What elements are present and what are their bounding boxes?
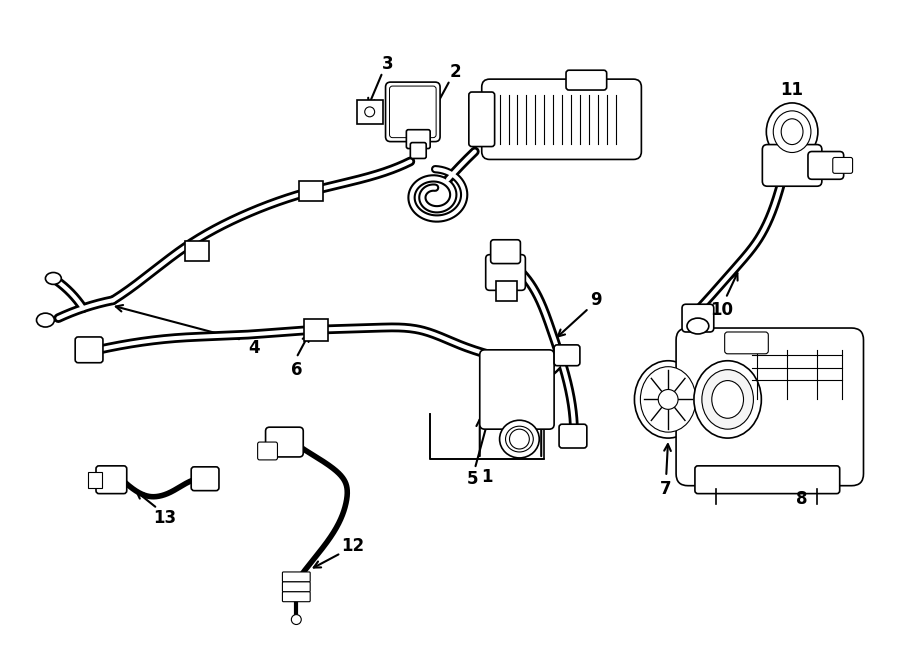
FancyBboxPatch shape [676, 328, 863, 486]
Ellipse shape [500, 420, 539, 458]
Text: 11: 11 [780, 81, 804, 99]
Ellipse shape [694, 361, 761, 438]
FancyBboxPatch shape [76, 337, 103, 363]
Text: 4: 4 [248, 339, 259, 357]
FancyBboxPatch shape [762, 145, 822, 186]
Text: 13: 13 [153, 510, 176, 527]
FancyBboxPatch shape [191, 467, 219, 490]
Text: 3: 3 [382, 56, 393, 73]
Text: 5: 5 [467, 470, 479, 488]
FancyBboxPatch shape [724, 332, 769, 354]
Circle shape [292, 615, 302, 625]
Text: 12: 12 [341, 537, 365, 555]
FancyBboxPatch shape [356, 100, 382, 124]
FancyBboxPatch shape [566, 70, 607, 90]
FancyBboxPatch shape [283, 572, 310, 582]
FancyBboxPatch shape [554, 345, 580, 366]
FancyBboxPatch shape [300, 181, 323, 201]
Ellipse shape [37, 313, 54, 327]
Text: 8: 8 [796, 490, 808, 508]
Ellipse shape [781, 119, 803, 145]
Ellipse shape [773, 111, 811, 153]
FancyBboxPatch shape [390, 86, 436, 137]
FancyBboxPatch shape [96, 466, 127, 494]
FancyBboxPatch shape [407, 130, 430, 149]
FancyBboxPatch shape [304, 319, 328, 341]
FancyBboxPatch shape [385, 82, 440, 141]
Text: 7: 7 [661, 480, 672, 498]
Ellipse shape [641, 367, 696, 432]
FancyBboxPatch shape [410, 143, 427, 159]
FancyBboxPatch shape [283, 592, 310, 602]
FancyBboxPatch shape [559, 424, 587, 448]
FancyBboxPatch shape [482, 79, 642, 159]
Ellipse shape [766, 103, 818, 161]
Ellipse shape [634, 361, 702, 438]
FancyBboxPatch shape [185, 241, 209, 260]
Ellipse shape [506, 426, 534, 452]
FancyBboxPatch shape [257, 442, 277, 460]
FancyBboxPatch shape [682, 304, 714, 332]
Ellipse shape [712, 381, 743, 418]
FancyBboxPatch shape [808, 151, 843, 179]
Ellipse shape [687, 318, 709, 334]
FancyBboxPatch shape [486, 254, 526, 290]
FancyBboxPatch shape [283, 582, 310, 592]
Circle shape [364, 107, 374, 117]
FancyBboxPatch shape [469, 92, 495, 147]
FancyBboxPatch shape [832, 157, 852, 173]
Text: 1: 1 [481, 468, 492, 486]
FancyBboxPatch shape [88, 472, 102, 488]
Text: 6: 6 [291, 361, 302, 379]
Ellipse shape [45, 272, 61, 284]
Ellipse shape [702, 369, 753, 429]
Text: 10: 10 [710, 301, 734, 319]
FancyBboxPatch shape [496, 282, 518, 301]
Text: 9: 9 [590, 292, 601, 309]
FancyBboxPatch shape [491, 240, 520, 264]
Text: 2: 2 [449, 63, 461, 81]
Circle shape [658, 389, 678, 409]
Circle shape [509, 429, 529, 449]
FancyBboxPatch shape [480, 350, 554, 429]
FancyBboxPatch shape [695, 466, 840, 494]
FancyBboxPatch shape [266, 427, 303, 457]
